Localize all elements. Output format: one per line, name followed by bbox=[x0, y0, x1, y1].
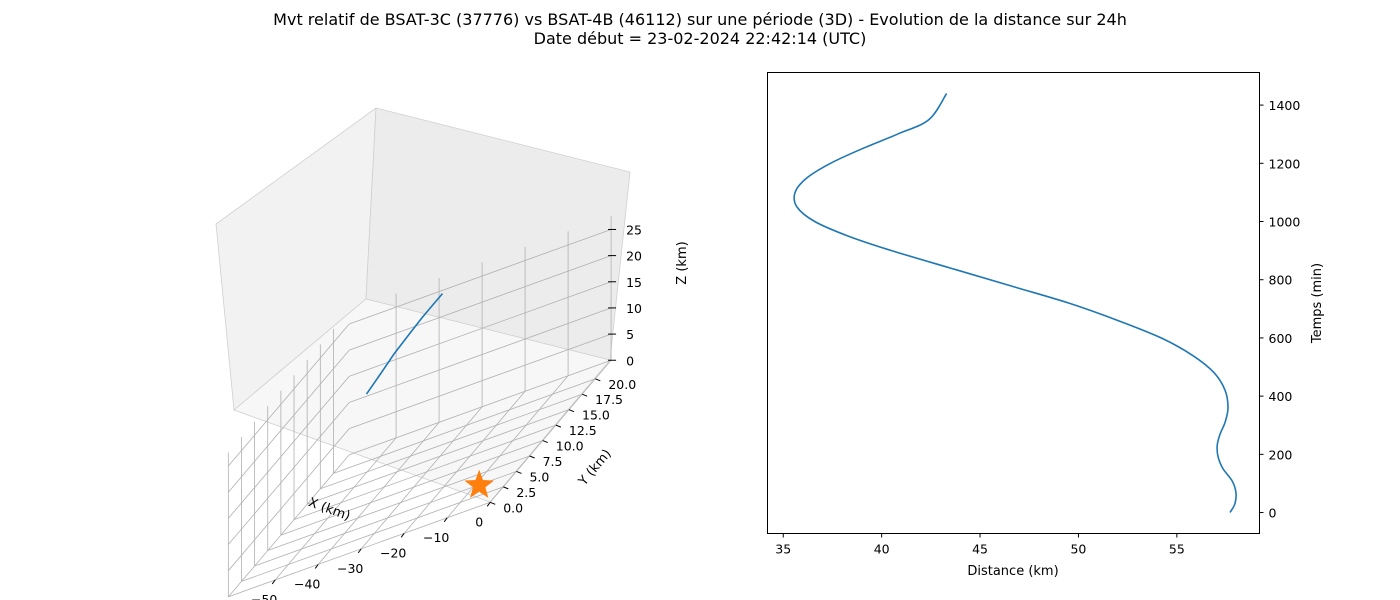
time-tick-label: 600 bbox=[1269, 331, 1293, 346]
back-grid-line-z bbox=[349, 281, 612, 377]
floor-grid-line-x bbox=[489, 359, 612, 503]
floor-grid-line-y bbox=[293, 424, 557, 521]
back-grid-line-z bbox=[349, 255, 612, 351]
y-tick-label: 7.5 bbox=[543, 454, 563, 469]
x-tick-mark bbox=[486, 501, 491, 507]
time-tick-label: 1000 bbox=[1269, 215, 1301, 230]
floor-grid-line-y bbox=[307, 409, 570, 505]
x-axis-label: X (km) bbox=[306, 495, 352, 524]
back-grid-line-z bbox=[349, 359, 612, 456]
back-grid-line-z bbox=[349, 307, 612, 403]
z-tick-label: 15 bbox=[626, 275, 642, 290]
y-tick-mark bbox=[595, 378, 601, 382]
distance-tick-label: 40 bbox=[874, 542, 890, 557]
z-axis-label: Z (km) bbox=[675, 241, 690, 284]
distance-tick-label: 55 bbox=[1169, 542, 1185, 557]
z-tick-label: 0 bbox=[626, 353, 634, 368]
z-tick-label: 5 bbox=[626, 327, 634, 342]
y-tick-mark bbox=[516, 470, 522, 474]
z-tick-label: 10 bbox=[626, 301, 642, 316]
x-tick-label: −30 bbox=[337, 561, 363, 576]
floor-grid-line-x bbox=[317, 422, 440, 565]
distance-curve bbox=[793, 93, 1237, 513]
y-tick-mark bbox=[542, 440, 548, 444]
floor-grid-line-y bbox=[280, 440, 543, 536]
distance-tick-label: 35 bbox=[775, 542, 791, 557]
side-grid-line-z bbox=[228, 402, 350, 545]
plot-2d: 35 40 45 50 55 0 200 400 600 800 1000 1200 1400 Dist… bbox=[767, 72, 1325, 579]
side-grid-line-z bbox=[228, 428, 350, 571]
distance-tick-label: 50 bbox=[1070, 542, 1086, 557]
ticks-3d: −50 −40 −30 −20 −10 0 0.02.55.07.510.012.515.0… bbox=[251, 222, 642, 600]
series-3d bbox=[365, 293, 495, 498]
series-2d bbox=[793, 93, 1237, 513]
x-tick-label: −10 bbox=[423, 530, 449, 545]
z-tick-label: 20 bbox=[626, 249, 642, 264]
x-tick-mark bbox=[271, 579, 276, 585]
y-tick-label: 0.0 bbox=[503, 500, 523, 515]
floor-grid-line-y bbox=[267, 455, 530, 551]
x-tick-label: −40 bbox=[294, 576, 320, 591]
x-tick-label: −20 bbox=[380, 545, 406, 560]
floor-grid-line-x bbox=[274, 437, 397, 581]
time-tick-label: 800 bbox=[1269, 273, 1293, 288]
side-grid-line-z bbox=[228, 454, 350, 598]
time-axis-label: Temps (min) bbox=[1310, 263, 1325, 344]
y-tick-mark bbox=[490, 501, 496, 505]
y-tick-mark bbox=[568, 409, 575, 413]
plot-3d: X (km) Y (km) Z (km) −50−40−30−20−1000.0… bbox=[215, 107, 690, 600]
x-tick-mark bbox=[443, 517, 448, 523]
z-tick-label: 25 bbox=[626, 222, 642, 237]
floor-grid-line-x bbox=[446, 375, 569, 519]
y-tick-label: 20.0 bbox=[608, 377, 636, 392]
x-tick-mark bbox=[400, 533, 405, 538]
floor-grid-line-x bbox=[360, 406, 483, 550]
time-tick-label: 200 bbox=[1269, 447, 1293, 462]
plot-2d-frame bbox=[767, 72, 1260, 534]
back-grid-line-z bbox=[349, 229, 612, 325]
y-tick-label: 10.0 bbox=[556, 439, 584, 454]
origin-star-marker bbox=[464, 469, 495, 498]
time-tick-label: 0 bbox=[1269, 506, 1277, 521]
floor-grid-line-y bbox=[241, 486, 504, 582]
y-tick-mark bbox=[555, 424, 562, 428]
ticks-2d: 35 40 45 50 55 0 200 400 600 800 1000 1200 1400 bbox=[775, 98, 1300, 556]
x-tick-label: 0 bbox=[475, 514, 483, 529]
x-tick-label: −50 bbox=[251, 592, 277, 600]
time-tick-label: 1400 bbox=[1269, 98, 1301, 113]
time-tick-label: 400 bbox=[1269, 389, 1293, 404]
floor-grid-line-y bbox=[254, 471, 517, 567]
y-tick-label: 17.5 bbox=[595, 392, 623, 407]
distance-tick-label: 45 bbox=[972, 542, 988, 557]
y-tick-mark bbox=[529, 455, 535, 459]
side-grid-line-z bbox=[228, 376, 350, 519]
figure-title-line-1: Mvt relatif de BSAT-3C (37776) vs BSAT-4… bbox=[273, 10, 1127, 29]
y-tick-label: 5.0 bbox=[529, 469, 549, 484]
y-tick-mark bbox=[503, 486, 509, 490]
floor-grid-line-x bbox=[403, 391, 526, 534]
y-tick-label: 15.0 bbox=[582, 408, 610, 423]
x-tick-mark bbox=[314, 564, 319, 569]
back-grid-line-z bbox=[349, 333, 612, 430]
x-tick-mark bbox=[357, 548, 362, 554]
floor-grid-line-y bbox=[333, 378, 596, 474]
side-grid-line-z bbox=[228, 349, 350, 493]
trajectory-line bbox=[365, 293, 444, 395]
floor-grid-line-y bbox=[320, 393, 583, 490]
time-tick-label: 1200 bbox=[1269, 156, 1301, 171]
y-tick-label: 2.5 bbox=[516, 485, 536, 500]
distance-axis-label: Distance (km) bbox=[967, 564, 1058, 579]
y-tick-label: 12.5 bbox=[569, 423, 597, 438]
side-grid-line-z bbox=[228, 323, 350, 467]
y-tick-mark bbox=[581, 393, 588, 397]
figure-title-line-2: Date début = 23-02-2024 22:42:14 (UTC) bbox=[534, 29, 867, 48]
